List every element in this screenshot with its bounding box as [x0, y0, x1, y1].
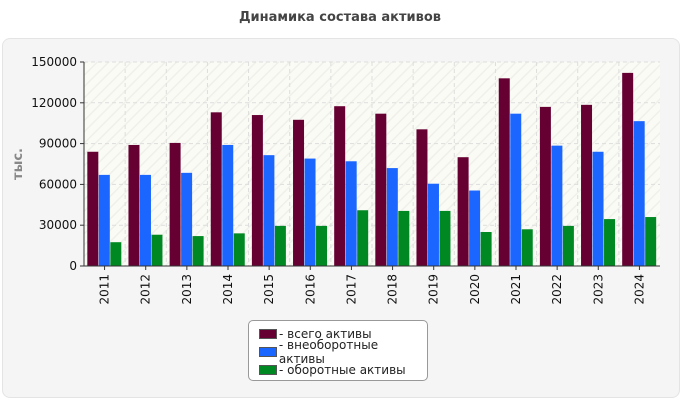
y-tick-label: 150000 [31, 55, 77, 69]
bar-2023-s2 [592, 151, 604, 266]
bar-2015-s2 [263, 155, 275, 266]
x-tick-label: 2024 [632, 274, 646, 305]
y-tick-label: 60000 [39, 177, 77, 191]
x-tick-label: 2011 [98, 274, 112, 305]
x-tick-label: 2023 [591, 274, 605, 305]
bar-2015-s1 [251, 115, 263, 266]
bar-2021-s2 [510, 113, 522, 267]
bar-2023-s1 [581, 104, 593, 266]
bar-2020-s2 [469, 190, 481, 266]
y-tick-label: 30000 [39, 218, 77, 232]
bar-2024-s2 [633, 121, 645, 266]
bar-2016-s1 [293, 119, 305, 266]
bar-2021-s1 [498, 78, 510, 266]
bar-2020-s1 [457, 157, 469, 266]
bar-2013-s1 [169, 142, 181, 266]
bar-2012-s3 [151, 234, 163, 266]
bar-2020-s3 [480, 232, 492, 266]
legend-label: - всего активы [279, 327, 372, 341]
bar-2021-s3 [521, 229, 533, 266]
bar-2012-s1 [128, 144, 140, 266]
bar-2019-s2 [427, 183, 439, 266]
legend-swatch [259, 365, 277, 375]
bar-2012-s2 [139, 174, 151, 266]
bar-2014-s2 [222, 144, 234, 266]
bar-2015-s3 [274, 225, 286, 266]
bar-2017-s3 [357, 210, 369, 266]
x-tick-label: 2016 [303, 274, 317, 305]
x-tick-label: 2015 [262, 274, 276, 305]
bar-2017-s1 [334, 106, 346, 266]
legend: - всего активы - внеоборотные активы - обо… [248, 320, 428, 381]
bar-2016-s2 [304, 158, 316, 266]
bar-2019-s3 [439, 210, 451, 266]
x-tick-label: 2018 [386, 274, 400, 305]
bar-2013-s2 [181, 172, 193, 266]
bar-2011-s2 [98, 174, 110, 266]
legend-swatch [259, 329, 277, 339]
legend-item: - внеоборотные активы [249, 338, 427, 366]
bar-2016-s3 [316, 225, 328, 266]
bar-2011-s3 [110, 242, 122, 266]
bar-2018-s2 [386, 168, 398, 266]
bar-2013-s3 [192, 236, 204, 266]
bar-2024-s3 [645, 217, 657, 266]
y-tick-label: 0 [69, 259, 77, 273]
chart-title: Динамика состава активов [238, 10, 442, 25]
bar-2019-s1 [416, 129, 428, 266]
x-tick-label: 2021 [509, 274, 523, 305]
bar-2017-s2 [345, 161, 357, 266]
x-tick-label: 2012 [139, 274, 153, 305]
x-tick-label: 2017 [344, 274, 358, 305]
bar-2014-s1 [210, 112, 222, 266]
bar-2022-s3 [562, 225, 574, 266]
bar-2014-s3 [233, 233, 245, 266]
x-tick-label: 2020 [468, 274, 482, 305]
x-tick-label: 2019 [427, 274, 441, 305]
bar-2018-s1 [375, 113, 387, 267]
legend-label: - внеоборотные активы [278, 338, 379, 366]
legend-item: - оборотные активы [249, 361, 427, 379]
x-tick-label: 2014 [221, 274, 235, 305]
legend-swatch [259, 347, 277, 357]
x-tick-label: 2013 [180, 274, 194, 305]
bar-2024-s1 [622, 72, 634, 266]
y-tick-label: 90000 [39, 137, 77, 151]
bar-2018-s3 [398, 210, 410, 266]
x-tick-label: 2022 [550, 274, 564, 305]
y-tick-label: 120000 [31, 96, 77, 110]
bar-2022-s1 [539, 106, 551, 266]
bar-2011-s1 [87, 151, 99, 266]
legend-label: - оборотные активы [279, 363, 406, 377]
legend-item: - всего активы [249, 325, 427, 343]
y-axis-label: тыс. [11, 148, 26, 180]
bar-2022-s2 [551, 145, 563, 266]
bar-2023-s3 [604, 219, 616, 266]
